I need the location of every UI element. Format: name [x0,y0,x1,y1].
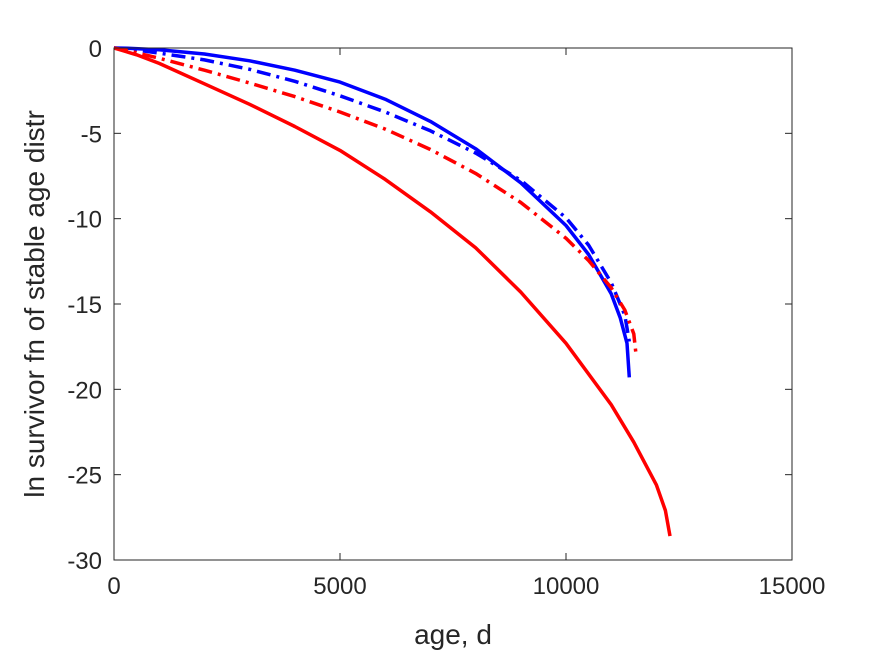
y-tick-label: 0 [89,36,102,63]
series-line-2 [113,46,632,378]
x-axis-label: age, d [414,619,492,650]
y-tick-label: -30 [67,548,102,575]
plot-area-background [114,48,792,560]
series-line-1 [113,46,672,537]
y-tick-label: -5 [81,121,102,148]
series-line-4 [113,46,638,356]
y-tick-label: -10 [67,207,102,234]
y-tick-label: -25 [67,463,102,490]
series-line-3 [113,46,632,342]
x-tick-label: 5000 [313,573,366,600]
x-tick-label: 0 [107,573,120,600]
y-axis-label: ln survivor fn of stable age distr [19,110,50,498]
x-tick-label: 15000 [759,573,826,600]
y-tick-label: -20 [67,377,102,404]
series-layer [113,46,672,537]
tick-layer: 0 5000 10000 15000 0 -5 -10 -15 -20 -25 -30 [67,36,825,600]
y-tick-label: -15 [67,292,102,319]
x-tick-label: 10000 [533,573,600,600]
